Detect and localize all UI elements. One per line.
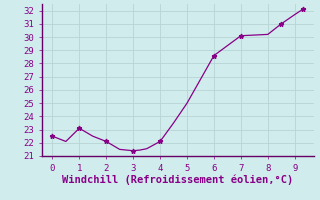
X-axis label: Windchill (Refroidissement éolien,°C): Windchill (Refroidissement éolien,°C)	[62, 174, 293, 185]
